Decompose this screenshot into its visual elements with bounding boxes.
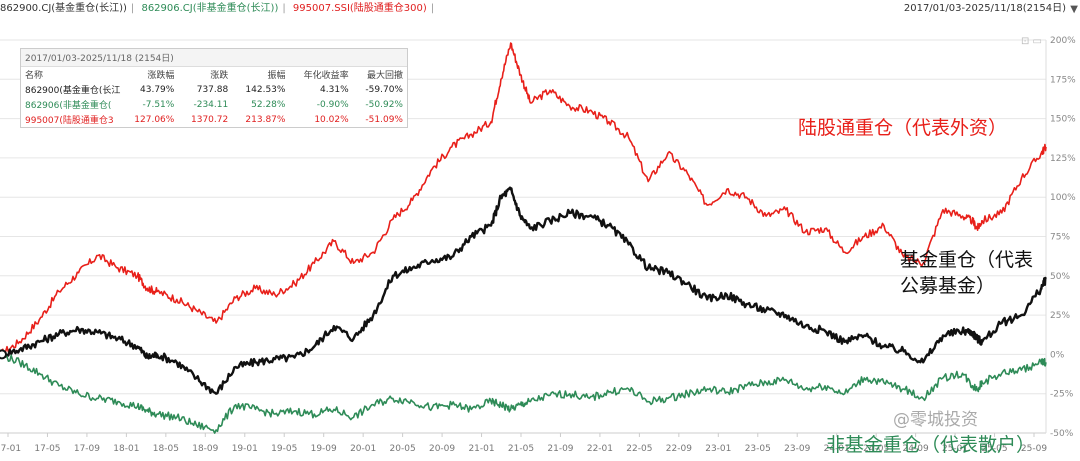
x-tick-label: 23-09 [784,444,810,454]
stats-cell: 10.02% [314,114,349,125]
watermark-text: @零城投资 [893,410,978,430]
x-tick-label: 23-01 [705,444,731,454]
series-code-hk: 995007.SSI(陆股通重仓300) [292,3,427,14]
line-chart: 200% 175% 150% 125% 100% 75% 50% 25% 0% -25% -50% 1… [0,36,1076,456]
series-label: 公募基金） [900,275,995,297]
y-tick-label: 0% [1050,350,1065,360]
y-tick-label: 150% [1050,115,1076,125]
x-tick-label: 19-05 [271,444,297,454]
y-tick-label: 200% [1050,36,1076,46]
stats-cell: -59.70% [365,84,403,95]
stats-cell: 862906(非基金重仓( [25,101,112,111]
stats-cell: 4.31% [320,84,349,95]
stats-cell: -51.09% [365,114,403,125]
stats-cell: 142.53% [245,84,286,95]
y-tick-label: -25% [1050,390,1074,400]
stats-row: 995007(陆股通重仓3 127.06% 1370.72 213.87% 10.02%… [21,112,407,127]
x-tick-label: 22-01 [587,444,613,454]
x-tick-label: 21-05 [508,444,534,454]
stats-column-header: 振幅 [267,71,286,81]
stats-row: 862906(非基金重仓( -7.51% -234.11 52.28% -0.90% -5… [21,97,407,112]
stats-cell: -50.92% [365,99,403,110]
dropdown-triangle-icon[interactable]: ▼ [1070,4,1078,15]
x-tick-label: 19-01 [232,444,258,454]
stats-cell: 213.87% [245,114,286,125]
stats-cell: -0.90% [316,99,349,110]
y-tick-label: 75% [1050,233,1070,243]
export-icon[interactable]: ⊡ ▭ [1020,36,1042,47]
x-tick-label: 24-09 [903,444,929,454]
stats-column-header: 涨跌 [210,71,229,81]
series-label: 基金重仓（代表 [900,249,1033,271]
stats-cell: 43.79% [140,84,175,95]
x-tick-label: 25-05 [981,444,1007,454]
stats-column-header: 名称 [25,71,44,81]
stats-cell: 1370.72 [191,114,229,125]
series-line [0,352,1047,434]
x-tick-label: 25-01 [942,444,968,454]
stats-column-header: 年化收益率 [303,71,349,81]
x-tick-label: 20-09 [429,444,455,454]
stats-title: 2017/01/03-2025/11/18 (2154日) [21,49,407,67]
series-line [0,186,1047,395]
x-tick-label: 21-01 [468,444,494,454]
x-tick-label: 23-05 [745,444,771,454]
x-tick-label: 24-05 [863,444,889,454]
x-tick-label: 18-09 [192,444,218,454]
x-tick-label: 20-05 [390,444,416,454]
stats-cell: 995007(陆股通重仓3 [25,116,114,126]
x-tick-label: 22-09 [666,444,692,454]
x-tick-label: 17-01 [0,444,21,454]
stats-row: 862900(基金重仓(长江 43.79% 737.88 142.53% 4.31% -5… [21,82,407,97]
series-label: 非基金重仓（代表散户） [826,434,1035,456]
start-marker [0,349,7,360]
y-tick-label: 175% [1050,75,1076,85]
x-tick-label: 20-01 [350,444,376,454]
date-range[interactable]: 2017/01/03-2025/11/18(2154日) [903,3,1066,14]
y-tick-label: 100% [1050,193,1076,203]
x-tick-label: 24-01 [824,444,850,454]
y-tick-label: 25% [1050,311,1070,321]
series-code-nonfund: 862906.CJ(非基金重仓(长江)) [141,3,279,14]
x-tick-label: 19-09 [311,444,337,454]
series-line [0,42,1047,356]
stats-cell: -234.11 [193,99,229,110]
stats-cell: 862900(基金重仓(长江 [25,86,121,96]
y-tick-label: 50% [1050,272,1070,282]
stats-cell: 737.88 [196,84,229,95]
y-tick-label: 125% [1050,154,1076,164]
stats-column-header: 最大回撤 [366,71,403,81]
stats-cell: -7.51% [142,99,175,110]
series-label: 陆股通重仓（代表外资） [798,117,1007,139]
x-tick-label: 17-05 [34,444,60,454]
chart-header: 862900.CJ(基金重仓(长江)) | 862906.CJ(非基金重仓(长江)… [0,0,1080,18]
separator: | [130,3,135,14]
series-code-fund: 862900.CJ(基金重仓(长江)) [0,3,127,14]
x-tick-label: 17-09 [74,444,100,454]
x-tick-label: 21-09 [547,444,573,454]
x-tick-label: 18-05 [153,444,179,454]
separator: | [282,3,286,14]
y-tick-label: -50% [1050,429,1074,439]
x-tick-label: 25-09 [1021,444,1047,454]
stats-cell: 127.06% [134,114,175,125]
separator: | [430,3,435,14]
x-tick-label: 18-01 [113,444,139,454]
stats-table: 2017/01/03-2025/11/18 (2154日) 名称 涨跌幅 涨跌 振幅 年… [20,48,408,128]
x-tick-label: 22-05 [626,444,652,454]
stats-cell: 52.28% [251,99,286,110]
stats-column-header: 涨跌幅 [147,71,175,81]
